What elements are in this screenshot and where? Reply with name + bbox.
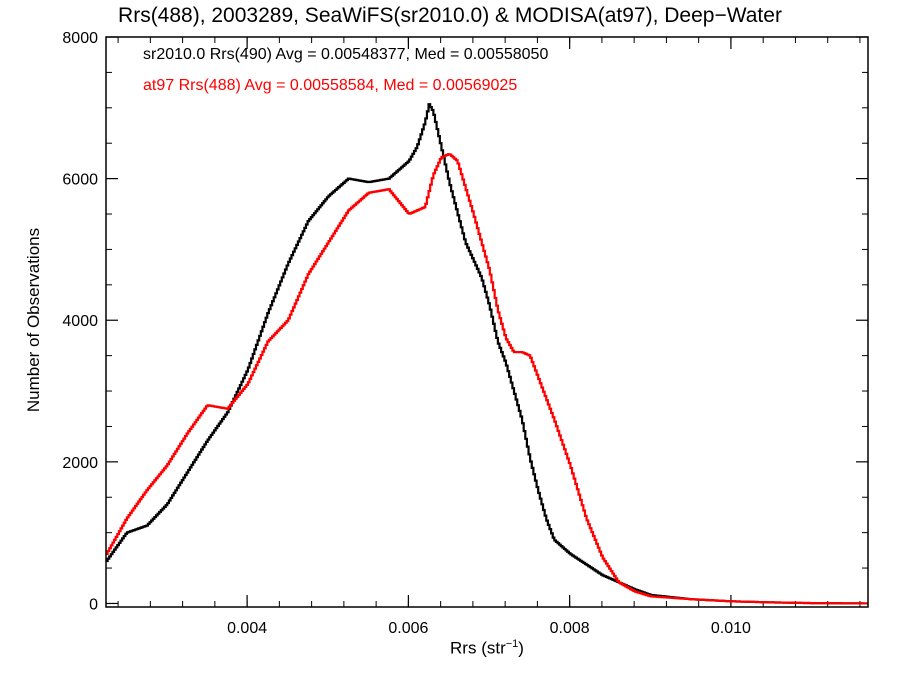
x-tick-label: 0.010	[711, 620, 751, 637]
x-axis-label: Rrs (str−1)	[450, 638, 524, 659]
x-tick-label: 0.004	[227, 620, 267, 637]
tick-labels: 0.004 0.006 0.008 0.010 0 2000 4000 6000 8000	[62, 30, 751, 637]
series-lines	[106, 103, 869, 605]
y-axis-label: Number of Observations	[24, 227, 43, 413]
x-axis-label-main: Rrs (str	[450, 638, 506, 658]
y-tick-label: 6000	[62, 172, 98, 189]
x-axis-label-exponent: −1	[505, 638, 519, 650]
x-axis-label-end: )	[518, 638, 524, 658]
y-tick-label: 4000	[62, 313, 98, 330]
series-line-red	[106, 153, 869, 605]
tick-marks	[106, 36, 868, 607]
stats-annotation-red: at97 Rrs(488) Avg = 0.00558584, Med = 0.…	[143, 77, 518, 94]
y-tick-label: 8000	[62, 30, 98, 47]
x-tick-label: 0.008	[550, 620, 590, 637]
y-tick-label: 2000	[62, 455, 98, 472]
chart-title: Rrs(488), 2003289, SeaWiFS(sr2010.0) & M…	[118, 4, 782, 27]
plot-frame	[105, 36, 869, 608]
x-tick-label: 0.006	[388, 620, 428, 637]
series-line-black	[106, 103, 869, 605]
y-tick-label: 0	[89, 596, 98, 613]
stats-annotation-black: sr2010.0 Rrs(490) Avg = 0.00548377, Med …	[143, 46, 549, 63]
